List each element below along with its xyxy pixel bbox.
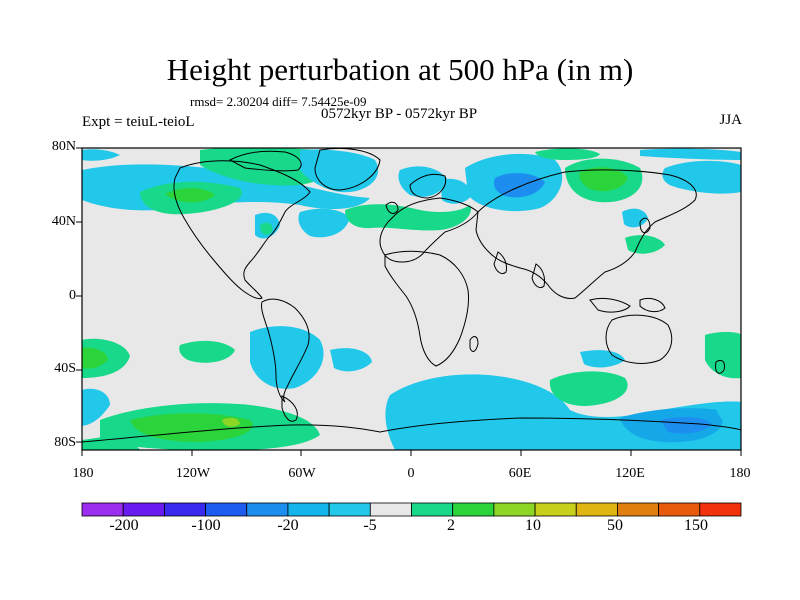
colorbar-label-4: -5 bbox=[363, 517, 377, 534]
contour-atlantic-blue bbox=[298, 208, 350, 238]
coast-north-america bbox=[173, 160, 311, 299]
colorbar-swatch bbox=[699, 502, 742, 517]
contour-se-pacific-green bbox=[179, 340, 235, 363]
colorbar-label-5: 2 bbox=[447, 517, 455, 534]
coast-scandinavia bbox=[409, 173, 447, 199]
contour-se-edge-blue bbox=[715, 401, 741, 426]
contour-bering-blue bbox=[662, 160, 741, 194]
coast-japan bbox=[639, 217, 651, 234]
lat-label-80s: 80S bbox=[54, 435, 76, 450]
map-title: Height perturbation at 500 hPa (in m) bbox=[166, 52, 634, 87]
colorbar-swatch bbox=[452, 502, 495, 517]
lon-label-60w: 60W bbox=[288, 466, 316, 481]
contour-pacific-green bbox=[625, 235, 665, 254]
coast-europe bbox=[379, 197, 479, 263]
colorbar-swatch bbox=[658, 502, 701, 517]
coast-asia bbox=[475, 169, 697, 299]
colorbar-label-1: -200 bbox=[109, 517, 139, 534]
season-label: JJA bbox=[719, 112, 742, 128]
axis-ticks bbox=[76, 147, 742, 456]
colorbar-swatch bbox=[575, 502, 618, 517]
colorbar-label-2: -100 bbox=[191, 517, 221, 534]
contour-sw-pacific-green bbox=[705, 331, 741, 379]
contour-sp-west-blue bbox=[82, 388, 110, 426]
colorbar-swatch bbox=[369, 502, 412, 517]
colorbar-swatch bbox=[287, 502, 330, 517]
coast-canadian-archipelago bbox=[228, 150, 302, 172]
coast-indonesia bbox=[589, 297, 631, 313]
coast-new-guinea bbox=[639, 297, 666, 313]
contour-asia-green-core bbox=[579, 167, 628, 192]
contour-indian-ocean-green bbox=[549, 371, 628, 406]
contour-na-east-green bbox=[260, 222, 273, 235]
lon-label-180w: 180 bbox=[72, 466, 94, 481]
contour-so-deep-blue bbox=[660, 416, 712, 434]
coast-antarctica bbox=[82, 417, 741, 443]
contour-arctic-east-green bbox=[535, 148, 600, 160]
coast-south-america bbox=[261, 298, 310, 403]
colorbar-swatch bbox=[122, 502, 165, 517]
contour-nw-corner-blue bbox=[82, 149, 120, 161]
contour-sp-west-green-core bbox=[82, 347, 108, 369]
contour-indian-ocean-blue bbox=[580, 350, 625, 368]
map-plot-area bbox=[82, 148, 741, 450]
contour-baltic-blue bbox=[440, 178, 472, 204]
colorbar bbox=[81, 502, 742, 517]
lat-label-80n: 80N bbox=[51, 139, 76, 154]
colorbar-swatch bbox=[617, 502, 660, 517]
contour-japan-blue bbox=[622, 208, 648, 228]
contour-antarctic-green-edge bbox=[82, 436, 140, 450]
perturbation-contours bbox=[82, 148, 741, 450]
coast-india bbox=[531, 263, 545, 289]
period-label: 0572kyr BP - 0572kyr BP bbox=[321, 106, 478, 122]
coast-antarctic-peninsula bbox=[281, 395, 298, 422]
colorbar-swatch bbox=[205, 502, 248, 517]
experiment-label: Expt = teiuL-teioL bbox=[82, 114, 195, 130]
coast-australia bbox=[605, 314, 673, 364]
coast-new-zealand bbox=[715, 359, 725, 374]
colorbar-label-8: 150 bbox=[684, 517, 708, 534]
lon-label-120e: 120E bbox=[615, 466, 645, 481]
colorbar-swatch bbox=[163, 502, 206, 517]
lat-label-0: 0 bbox=[69, 288, 76, 303]
lat-label-40s: 40S bbox=[54, 361, 76, 376]
colorbar-swatch bbox=[81, 502, 124, 517]
colorbar-label-7: 50 bbox=[607, 517, 623, 534]
coastlines bbox=[82, 148, 741, 443]
contour-arctic-east-blue bbox=[640, 148, 741, 160]
contour-s-america-blue bbox=[250, 326, 324, 389]
coast-africa bbox=[384, 250, 469, 367]
colorbar-label-3: -20 bbox=[277, 517, 299, 534]
colorbar-swatch bbox=[493, 502, 536, 517]
contour-s-atlantic-blue bbox=[330, 348, 372, 372]
coast-madagascar bbox=[469, 336, 479, 352]
lat-label-40n: 40N bbox=[51, 214, 76, 229]
coast-arabia bbox=[493, 251, 507, 275]
lon-label-120w: 120W bbox=[175, 466, 211, 481]
coast-british-isles bbox=[385, 201, 399, 214]
colorbar-swatch bbox=[246, 502, 289, 517]
colorbar-swatch bbox=[328, 502, 371, 517]
colorbar-swatch bbox=[411, 502, 454, 517]
contour-siberia-deep-blue bbox=[493, 173, 545, 198]
stats-line: rmsd= 2.30204 diff= 7.54425e-09 bbox=[190, 94, 367, 109]
lon-label-180e: 180 bbox=[729, 466, 751, 481]
contour-antarctic-yellow bbox=[222, 417, 240, 427]
lon-label-0: 0 bbox=[407, 466, 415, 481]
contour-europe-green bbox=[345, 204, 471, 231]
coast-greenland bbox=[314, 148, 381, 191]
colorbar-label-6: 10 bbox=[525, 517, 541, 534]
contour-nh-green-core bbox=[165, 188, 215, 203]
colorbar-swatch bbox=[534, 502, 577, 517]
lon-label-60e: 60E bbox=[508, 466, 532, 481]
